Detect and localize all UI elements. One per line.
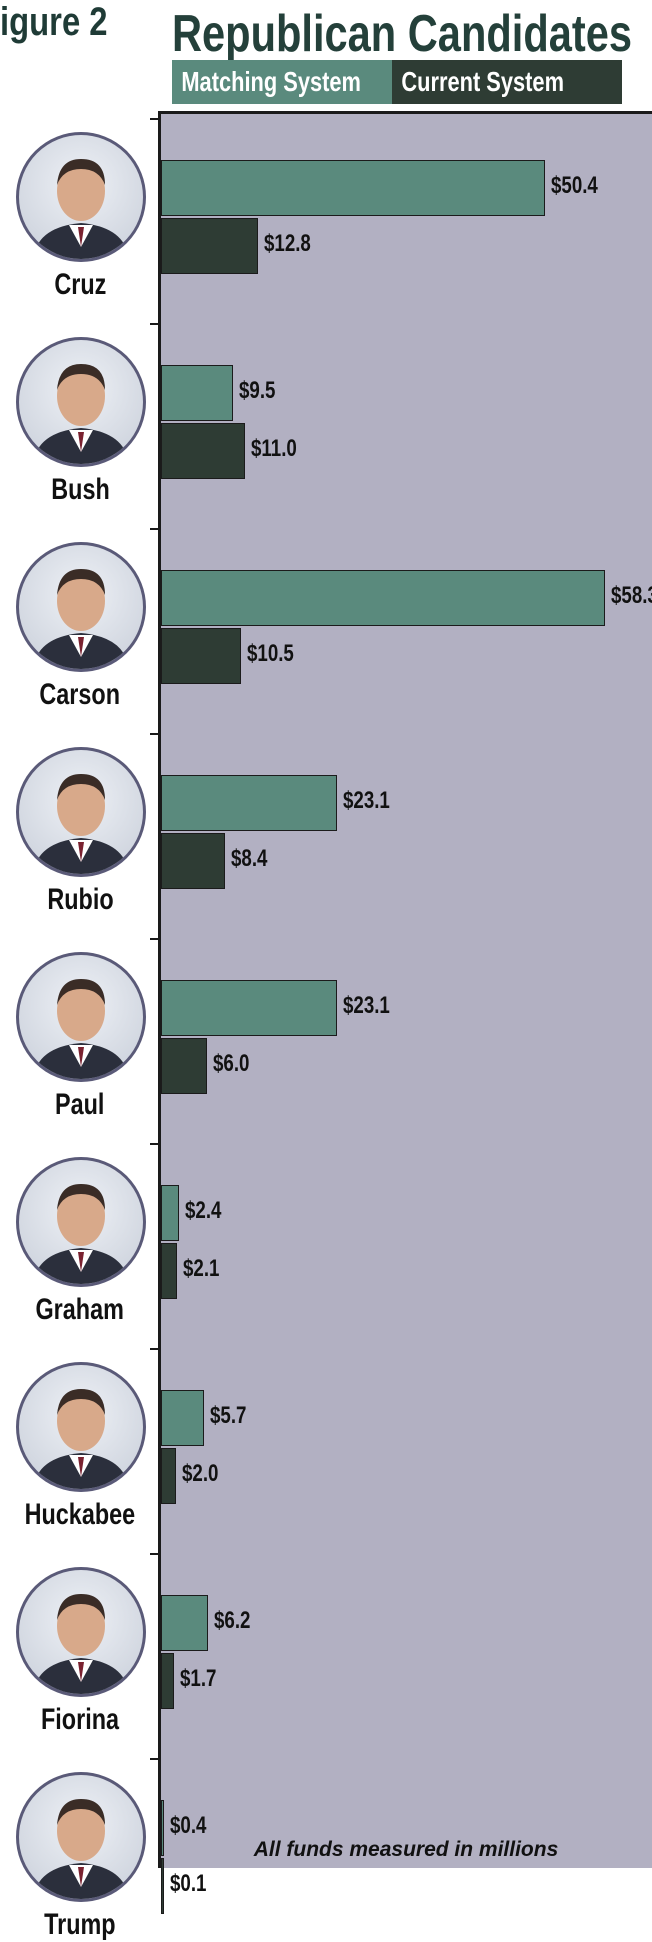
bar-current-graham	[161, 1243, 177, 1299]
legend-current-system: Current System	[392, 60, 622, 104]
y-axis-tick	[150, 938, 160, 940]
bar-matching-fiorina	[161, 1595, 209, 1651]
category-label: Rubio	[0, 883, 160, 917]
legend: Matching System Current System	[172, 60, 622, 104]
data-label: $9.5	[239, 377, 276, 404]
bar-matching-trump	[161, 1800, 165, 1856]
y-axis-tick	[150, 528, 160, 530]
data-label: $23.1	[342, 787, 390, 814]
category-label: Fiorina	[0, 1703, 160, 1737]
candidate-avatar	[16, 1772, 146, 1902]
bar-matching-paul	[161, 980, 337, 1036]
data-label: $0.1	[170, 1870, 207, 1897]
bar-current-fiorina	[161, 1653, 174, 1709]
legend-matching-system: Matching System	[172, 60, 392, 104]
legend-current-label: Current System	[401, 66, 565, 97]
data-label: $12.8	[264, 230, 312, 257]
category-label-text: Rubio	[46, 883, 114, 916]
category-label-text: Carson	[39, 678, 121, 711]
data-label: $0.4	[170, 1812, 207, 1839]
data-label: $58.3	[611, 582, 652, 609]
candidate-avatar	[16, 1362, 146, 1492]
bar-current-paul	[161, 1038, 207, 1094]
candidate-avatar	[16, 337, 146, 467]
bar-current-carson	[161, 628, 241, 684]
category-label: Cruz	[0, 268, 160, 302]
y-axis-tick	[150, 323, 160, 325]
bar-matching-bush	[161, 365, 234, 421]
y-axis-tick	[150, 118, 160, 120]
data-label: $6.2	[214, 1607, 251, 1634]
bar-matching-rubio	[161, 775, 337, 831]
data-label: $10.5	[246, 640, 294, 667]
category-label: Carson	[0, 678, 160, 712]
candidate-avatar	[16, 747, 146, 877]
candidate-avatar	[16, 132, 146, 262]
y-axis-tick	[150, 1143, 160, 1145]
bar-matching-cruz	[161, 160, 545, 216]
category-label: Bush	[0, 473, 160, 507]
plot-top-border	[158, 111, 652, 114]
bar-matching-graham	[161, 1185, 180, 1241]
category-label: Graham	[0, 1293, 160, 1327]
footnote: All funds measured in millions	[253, 1838, 559, 1861]
category-label-text: Cruz	[53, 268, 106, 301]
data-label: $2.0	[182, 1460, 219, 1487]
candidate-avatar	[16, 952, 146, 1082]
y-axis-tick	[150, 1553, 160, 1555]
category-label: Trump	[0, 1908, 160, 1942]
bar-current-rubio	[161, 833, 225, 889]
candidate-avatar	[16, 1157, 146, 1287]
chart-title: Republican Candidates	[172, 5, 632, 63]
y-axis-line	[158, 111, 161, 1868]
category-label: Huckabee	[0, 1498, 160, 1532]
figure-label: igure 2	[0, 0, 108, 44]
legend-matching-label: Matching System	[181, 66, 361, 97]
bar-current-huckabee	[161, 1448, 177, 1504]
data-label: $23.1	[342, 992, 390, 1019]
bar-current-trump	[161, 1858, 164, 1914]
category-label-text: Huckabee	[24, 1498, 136, 1531]
data-label: $8.4	[230, 845, 268, 872]
data-label: $2.4	[185, 1197, 222, 1224]
category-label-text: Bush	[50, 473, 110, 506]
bar-matching-carson	[161, 570, 605, 626]
data-label: $1.7	[179, 1665, 217, 1692]
category-label-text: Fiorina	[40, 1703, 119, 1736]
category-label-text: Graham	[35, 1293, 125, 1326]
data-label: $5.7	[210, 1402, 247, 1429]
y-axis-tick	[150, 1758, 160, 1760]
category-label-text: Trump	[44, 1908, 116, 1941]
candidate-avatar	[16, 542, 146, 672]
data-label: $6.0	[212, 1050, 250, 1077]
data-label: $2.1	[182, 1255, 220, 1282]
data-label: $50.4	[550, 172, 598, 199]
candidate-avatar	[16, 1567, 146, 1697]
data-label: $11.0	[250, 435, 297, 462]
bar-current-bush	[161, 423, 245, 479]
y-axis-tick	[150, 733, 160, 735]
category-label-text: Paul	[55, 1088, 105, 1121]
y-axis-tick	[150, 1348, 160, 1350]
bar-matching-huckabee	[161, 1390, 205, 1446]
category-label: Paul	[0, 1088, 160, 1122]
bar-current-cruz	[161, 218, 259, 274]
